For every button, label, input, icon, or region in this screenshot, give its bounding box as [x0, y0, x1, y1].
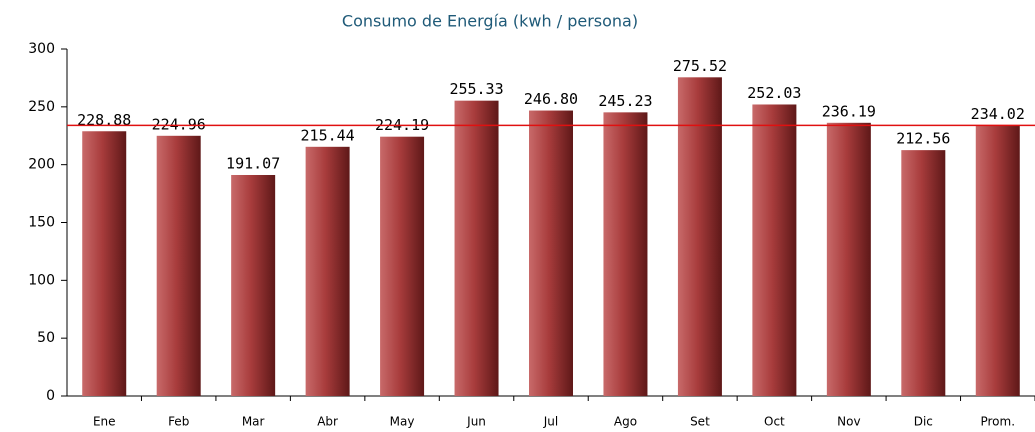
value-label: 246.80 [524, 90, 578, 108]
x-tick-label: Set [690, 415, 710, 429]
bar [975, 125, 1020, 396]
bar [901, 150, 946, 396]
bar [231, 174, 276, 396]
value-label: 252.03 [747, 84, 801, 102]
value-label: 234.02 [971, 105, 1025, 123]
x-tick-label: Dic [914, 415, 933, 429]
x-tick-label: Feb [168, 415, 189, 429]
value-label: 224.96 [152, 115, 206, 133]
x-tick-label: Nov [837, 415, 860, 429]
bar [603, 112, 648, 396]
x-tick-label: May [390, 415, 415, 429]
bar [529, 110, 573, 396]
y-tick-label: 300 [28, 41, 55, 57]
bar [677, 77, 722, 397]
bar [156, 135, 201, 396]
y-tick-label: 200 [28, 157, 55, 173]
chart-title: Consumo de Energía (kwh / persona) [342, 12, 638, 31]
x-tick-label: Ene [93, 415, 116, 429]
y-tick-label: 50 [37, 330, 55, 346]
value-label: 228.88 [77, 111, 131, 129]
bar [826, 122, 871, 397]
x-tick-label: Prom. [980, 415, 1015, 429]
y-tick-label: 250 [28, 99, 55, 115]
y-tick-label: 100 [28, 272, 55, 288]
bar [454, 100, 499, 396]
x-tick-label: Jul [543, 415, 558, 429]
value-label: 275.52 [673, 57, 727, 75]
bar [305, 146, 350, 396]
x-tick-label: Abr [317, 415, 338, 429]
y-tick-label: 0 [46, 388, 55, 404]
value-label: 255.33 [449, 80, 503, 98]
bar [82, 131, 127, 396]
x-tick-label: Jun [466, 415, 486, 429]
bar [380, 136, 425, 397]
value-label: 212.56 [896, 130, 950, 148]
value-label: 236.19 [822, 102, 876, 120]
value-label: 191.07 [226, 154, 280, 172]
value-label: 245.23 [598, 92, 652, 110]
value-label: 215.44 [301, 126, 355, 144]
x-tick-label: Mar [242, 415, 265, 429]
x-tick-label: Oct [764, 415, 785, 429]
x-tick-label: Ago [614, 415, 637, 429]
y-tick-label: 150 [28, 215, 55, 231]
bar [752, 104, 797, 397]
